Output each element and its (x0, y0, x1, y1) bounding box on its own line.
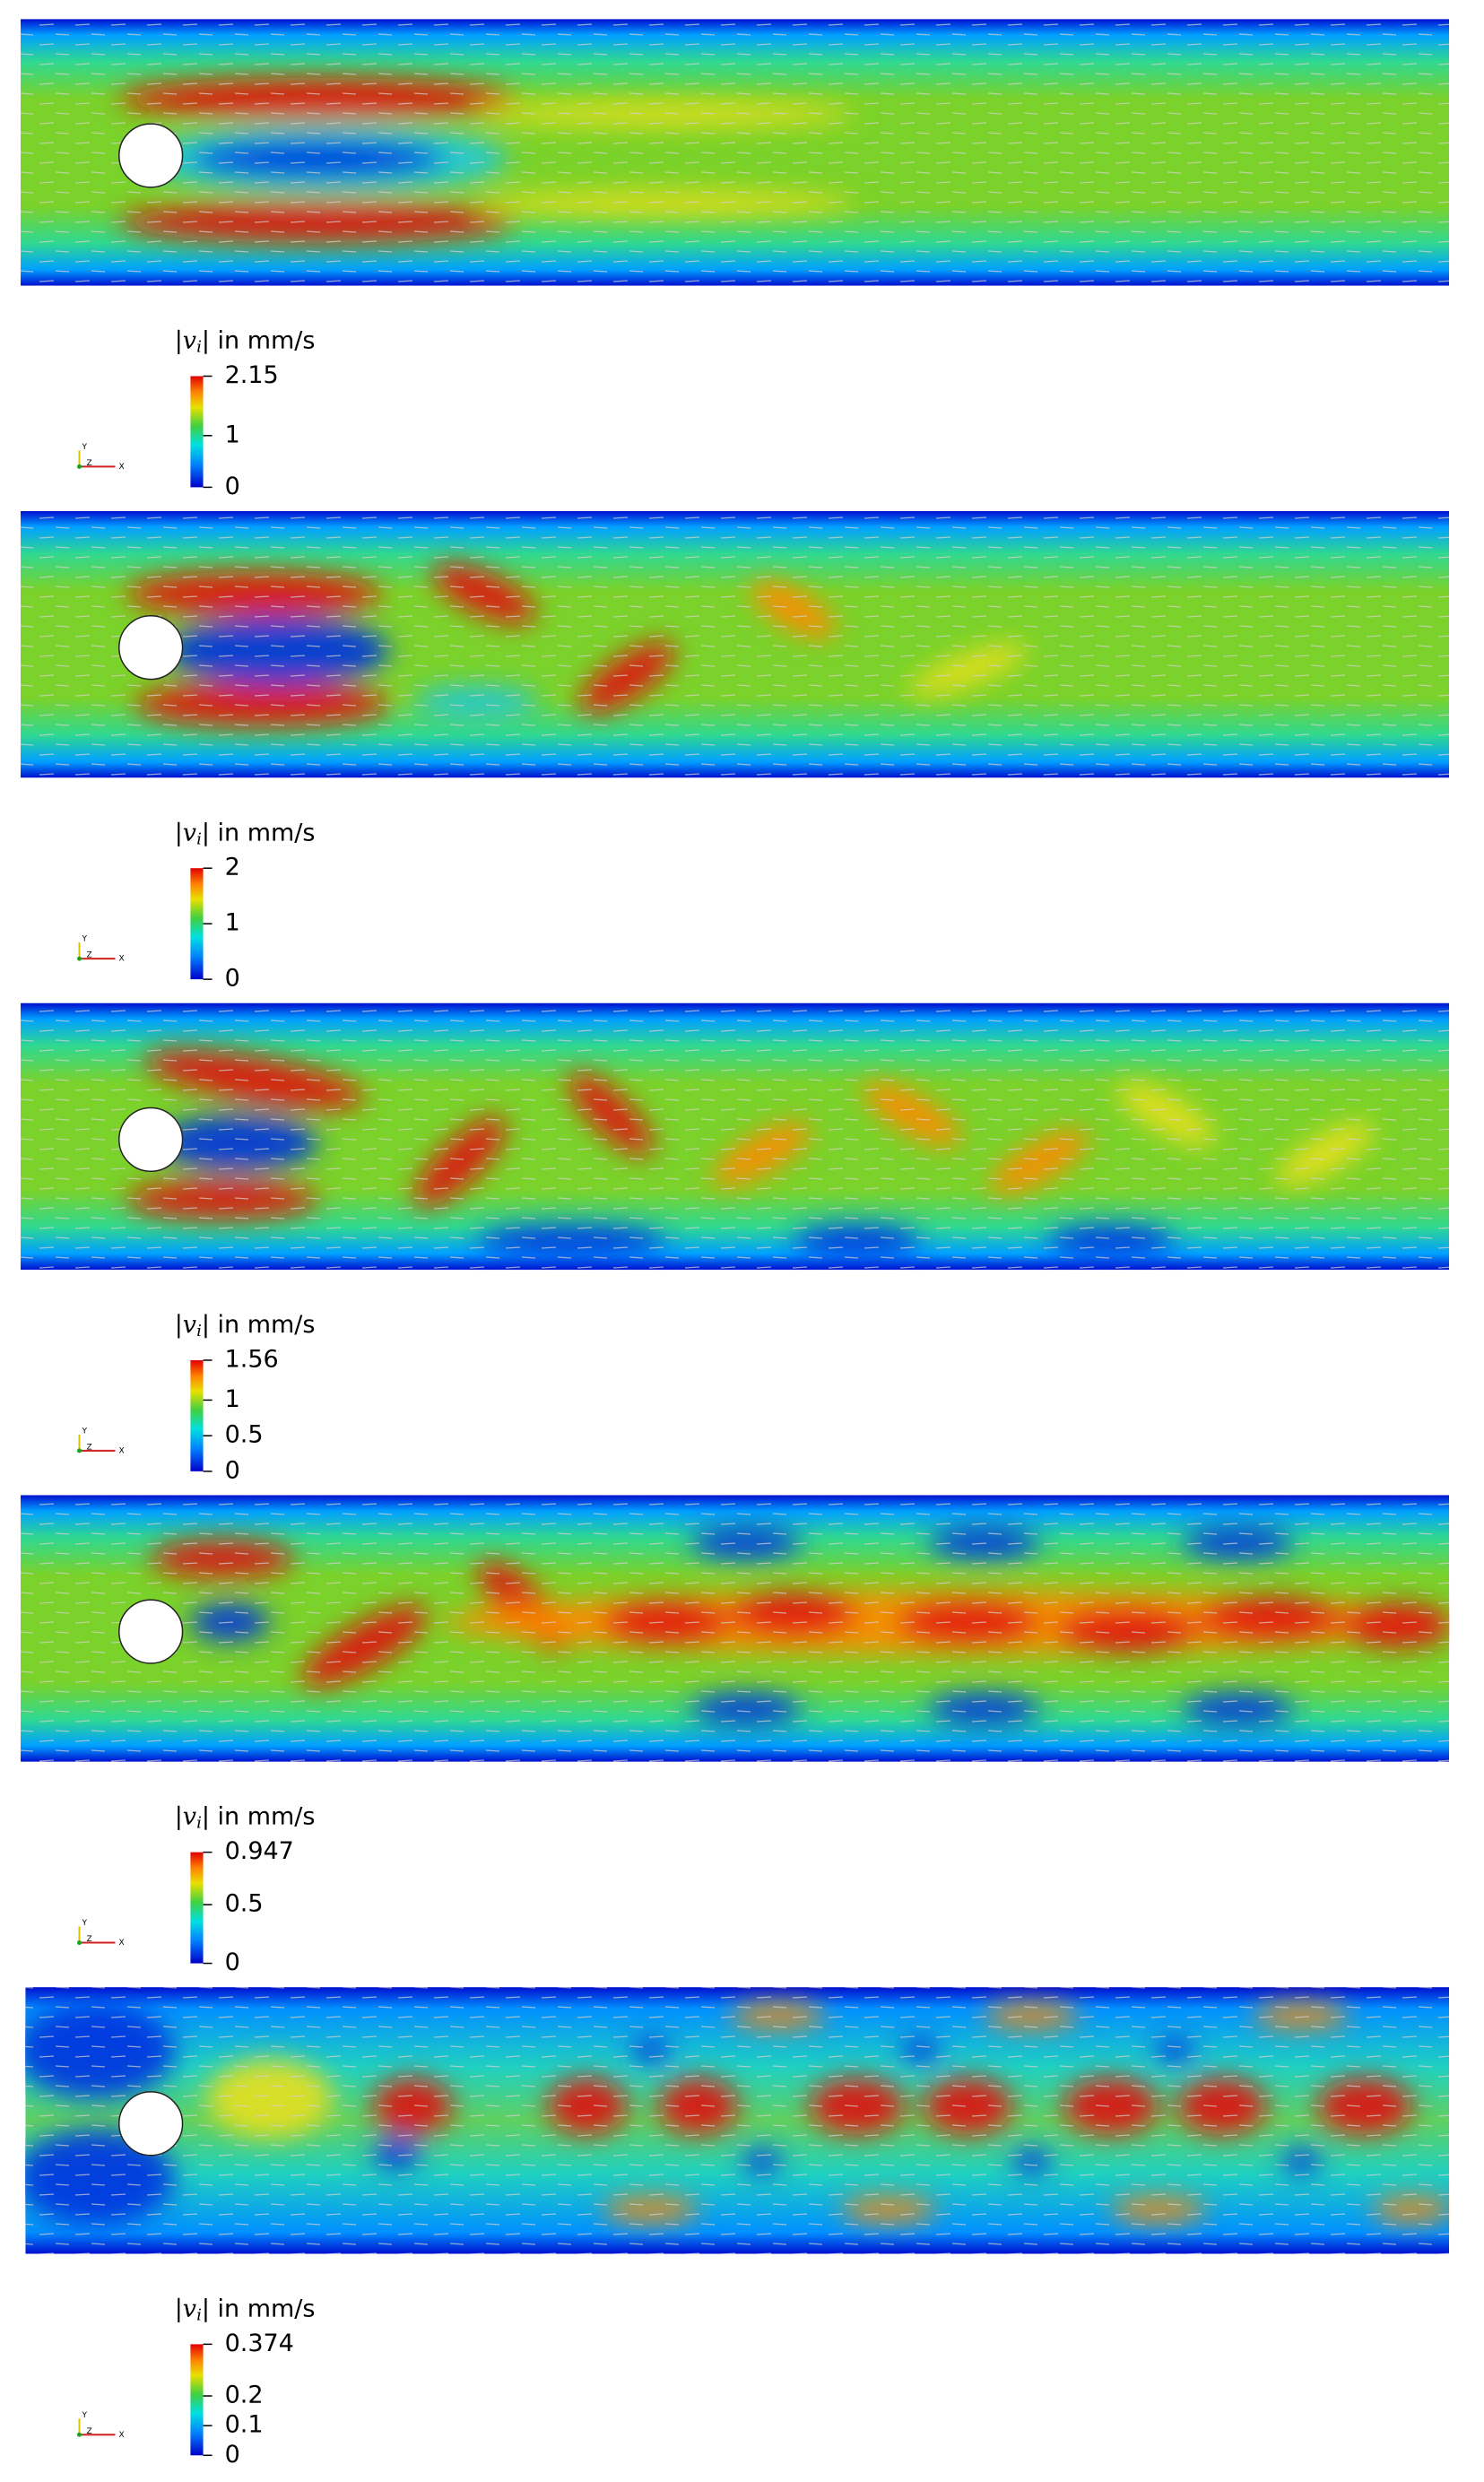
colorbar-tick-label: 2 (225, 854, 240, 881)
velocity-field (21, 1002, 1450, 1271)
colorbar-title: |vi| in mm/s (175, 1802, 316, 1833)
vector-glyphs (21, 1495, 1450, 1762)
axis-label-x: X (119, 955, 125, 964)
axis-z (77, 956, 82, 961)
cylinder (118, 123, 184, 188)
vector-glyphs (21, 19, 1450, 286)
title-rest: | in mm/s (202, 1802, 316, 1830)
colorbar-tick-label: 0 (225, 1948, 240, 1976)
axis-label-z: Z (87, 459, 92, 468)
axis-label-z: Z (87, 1935, 92, 1944)
cylinder (118, 2091, 184, 2157)
axis-label-y: Y (82, 443, 88, 452)
axis-label-y: Y (82, 1919, 88, 1928)
colorbar-title: |vi| in mm/s (175, 819, 316, 849)
colorbar-tick-label: 0.2 (225, 2382, 264, 2409)
axis-label-x: X (119, 2431, 125, 2440)
title-index: i (196, 829, 202, 848)
axis-z (77, 1940, 82, 1946)
flow-panel: |vi| in mm/s 0 1 2.15 YZ X (21, 19, 1450, 500)
vector-glyphs (21, 1002, 1450, 1271)
colorbar-tick-label: 0.5 (225, 1890, 264, 1918)
title-index: i (196, 1322, 202, 1341)
colorbar-tick-label: 1 (225, 1385, 240, 1413)
colorbar (190, 376, 204, 488)
vector-glyphs (25, 1987, 1450, 2254)
axis-z (77, 1448, 82, 1454)
flow-panel: |vi| in mm/s 0 0.5 1 1.56 YZ X (21, 1002, 1450, 1484)
colorbar-tick-label: 0 (225, 1456, 240, 1484)
axis-label-z: Z (87, 2427, 92, 2436)
colorbar-title: |vi| in mm/s (175, 1310, 316, 1341)
title-symbol: |v (175, 2295, 196, 2322)
vector-glyphs (21, 510, 1450, 778)
velocity-field (21, 1495, 1450, 1762)
colorbar-tick-label: 0.374 (225, 2330, 294, 2357)
velocity-field (25, 1987, 1450, 2254)
flow-panel: |vi| in mm/s 0 0.5 0.947 YZ X (21, 1495, 1450, 1976)
flow-panel: |vi| in mm/s 00.10.2 0.374 YZ X (25, 1987, 1450, 2469)
axis-label-y: Y (82, 1427, 88, 1436)
axis-label-z: Z (87, 1443, 92, 1452)
colorbar-title: |vi| in mm/s (175, 2295, 316, 2325)
axis-z (77, 2432, 82, 2437)
velocity-field (21, 510, 1450, 778)
colorbar-tick-label: 1 (225, 421, 240, 448)
colorbar-tick-label: 0 (225, 473, 240, 500)
colorbar (190, 2344, 204, 2456)
colorbar-tick-label: 0.1 (225, 2411, 264, 2439)
colorbar-tick-label: 2.15 (225, 361, 279, 389)
title-index: i (196, 338, 202, 357)
cylinder (118, 1106, 184, 1173)
colorbar (190, 1852, 204, 1964)
colorbar-tick-label: 0.5 (225, 1421, 264, 1449)
axis-label-x: X (119, 463, 125, 472)
axis-label-x: X (119, 1446, 125, 1455)
title-rest: | in mm/s (202, 2295, 316, 2322)
title-symbol: |v (175, 819, 196, 846)
colorbar-tick-label: 1 (225, 909, 240, 937)
title-symbol: |v (175, 1802, 196, 1830)
axis-z (77, 464, 82, 469)
title-symbol: |v (175, 1310, 196, 1338)
cylinder (118, 1599, 184, 1664)
axis-label-y: Y (82, 2411, 88, 2420)
axis-label-x: X (119, 1939, 125, 1948)
axis-label-z: Z (87, 951, 92, 960)
title-rest: | in mm/s (202, 1310, 316, 1338)
cylinder (118, 615, 184, 681)
velocity-field (21, 19, 1450, 286)
title-rest: | in mm/s (202, 819, 316, 846)
colorbar-tick-label: 0 (225, 2441, 240, 2469)
colorbar-tick-label: 1.56 (225, 1345, 279, 1373)
axis-label-y: Y (82, 935, 88, 944)
flow-panel: |vi| in mm/s 0 1 2 YZ X (21, 510, 1450, 993)
title-symbol: |v (175, 326, 196, 354)
title-index: i (196, 2305, 202, 2324)
title-index: i (196, 1814, 202, 1833)
title-rest: | in mm/s (202, 326, 316, 354)
colorbar (190, 868, 204, 980)
colorbar-title: |vi| in mm/s (175, 326, 316, 357)
colorbar-tick-label: 0.947 (225, 1837, 294, 1865)
colorbar-tick-label: 0 (225, 965, 240, 993)
colorbar (190, 1359, 204, 1471)
